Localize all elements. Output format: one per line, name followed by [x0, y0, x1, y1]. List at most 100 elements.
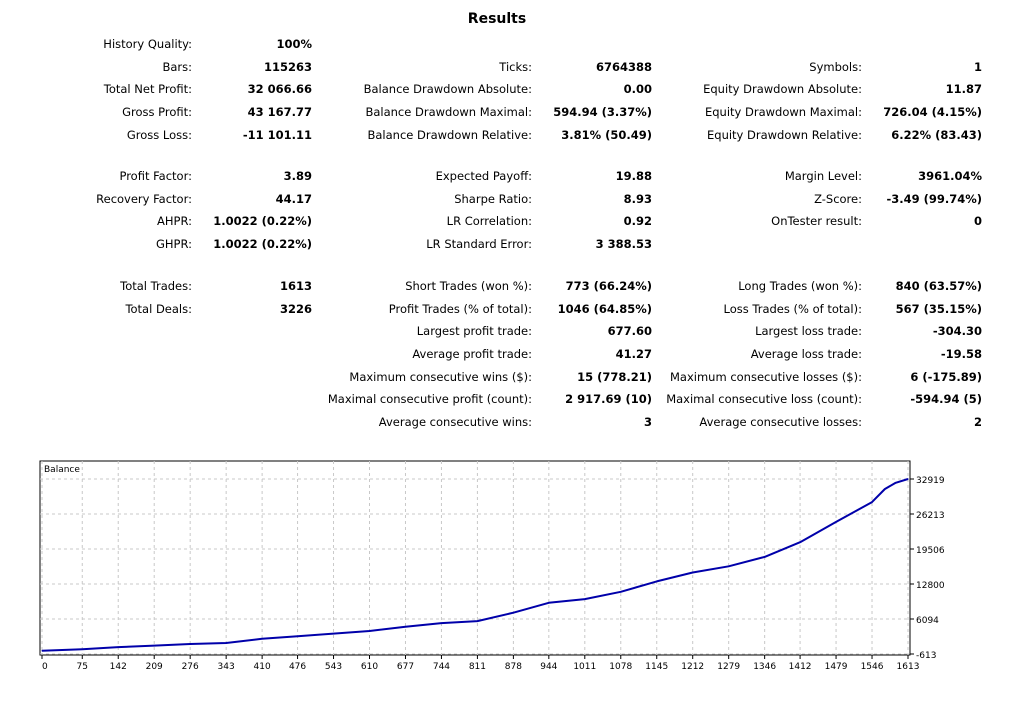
stat-label: Ticks: — [499, 60, 532, 74]
stat-value: 15 (778.21) — [577, 370, 652, 384]
stat-label: Average consecutive losses: — [699, 415, 862, 429]
stat-label: Average consecutive wins: — [378, 415, 532, 429]
stat-value: 6.22% (83.43) — [891, 128, 982, 142]
stat-label: Equity Drawdown Absolute: — [703, 82, 862, 96]
stat-value: 1046 (64.85%) — [557, 302, 652, 316]
stat-value: 19.88 — [615, 169, 652, 183]
balance-point — [440, 622, 443, 624]
x-tick-label: 0 — [42, 662, 48, 672]
x-tick-label: 1279 — [717, 662, 740, 672]
balance-point — [225, 642, 227, 644]
x-tick-label: 944 — [540, 662, 557, 672]
stat-value: 594.94 (3.37%) — [553, 105, 652, 119]
stat-label: Average loss trade: — [750, 347, 862, 361]
stat-label: Balance Drawdown Relative: — [367, 128, 533, 142]
stat-label: Z-Score: — [814, 192, 862, 206]
x-tick-label: 610 — [361, 662, 378, 672]
stat-label: Largest loss trade: — [755, 324, 862, 338]
stat-label: Expected Payoff: — [435, 169, 532, 183]
stat-label: Maximal consecutive loss (count): — [666, 392, 862, 406]
balance-point — [404, 626, 407, 628]
stat-label: Maximal consecutive profit (count): — [327, 392, 532, 406]
results-title: Results — [467, 11, 527, 27]
y-tick-label: 6094 — [916, 616, 939, 626]
stat-label: Average profit trade: — [412, 347, 532, 361]
x-tick-label: 1613 — [897, 662, 920, 672]
chart-title: Balance — [44, 465, 80, 475]
stat-value: -594.94 (5) — [910, 392, 982, 406]
x-tick-label: 1546 — [861, 662, 884, 672]
stat-label: Balance Drawdown Absolute: — [363, 82, 532, 96]
stat-value: -3.49 (99.74%) — [886, 192, 982, 206]
stat-label: Maximum consecutive wins ($): — [349, 370, 532, 384]
stat-label: Equity Drawdown Maximal: — [704, 105, 862, 119]
stat-value: 1 — [973, 60, 982, 74]
x-tick-label: 476 — [289, 662, 306, 672]
stat-value: 100% — [276, 37, 312, 51]
stat-label: History Quality: — [103, 37, 192, 51]
stat-label: Sharpe Ratio: — [454, 192, 532, 206]
stat-value: 2 — [973, 415, 982, 429]
stat-value: 726.04 (4.15%) — [883, 105, 982, 119]
stat-value: 43 167.77 — [247, 105, 312, 119]
balance-point — [189, 643, 191, 645]
stat-value: 41.27 — [615, 347, 652, 361]
balance-point — [884, 488, 886, 490]
balance-point — [81, 648, 83, 650]
stat-value: -11 101.11 — [242, 128, 312, 142]
stat-value: 3961.04% — [918, 169, 982, 183]
balance-point — [895, 482, 897, 484]
stat-label: Recovery Factor: — [96, 192, 192, 206]
stat-label: LR Correlation: — [446, 214, 532, 228]
stat-value: -19.58 — [940, 347, 982, 361]
stat-value: 773 (66.24%) — [565, 279, 652, 293]
balance-point — [476, 620, 479, 622]
x-tick-label: 1078 — [609, 662, 632, 672]
stat-label: OnTester result: — [771, 214, 862, 228]
y-tick-label: 32919 — [916, 476, 945, 486]
stat-value: 3.81% (50.49) — [561, 128, 652, 142]
balance-point — [117, 646, 119, 648]
x-tick-label: 1479 — [825, 662, 848, 672]
stat-value: 567 (35.15%) — [895, 302, 982, 316]
balance-point — [799, 541, 801, 543]
balance-point — [728, 565, 730, 567]
stat-label: Margin Level: — [784, 169, 862, 183]
stat-label: Total Net Profit: — [103, 82, 192, 96]
x-tick-label: 744 — [433, 662, 450, 672]
plot-frame — [39, 460, 911, 656]
balance-point — [871, 501, 873, 503]
balance-point — [620, 591, 622, 593]
x-tick-label: 410 — [254, 662, 271, 672]
stat-label: LR Standard Error: — [426, 237, 532, 251]
balance-point — [692, 571, 694, 574]
balance-point — [835, 521, 837, 523]
balance-point — [512, 612, 514, 614]
x-tick-label: 1346 — [753, 662, 776, 672]
stat-label: Total Deals: — [125, 302, 192, 316]
x-tick-label: 677 — [397, 662, 414, 672]
x-tick-label: 878 — [505, 662, 522, 672]
x-tick-label: 343 — [218, 662, 235, 672]
balance-point — [296, 635, 299, 637]
stat-value: 8.93 — [623, 192, 652, 206]
balance-point — [656, 580, 658, 582]
stat-value: 840 (63.57%) — [895, 279, 982, 293]
balance-point — [368, 630, 371, 632]
stat-label: Bars: — [162, 60, 192, 74]
x-tick-label: 209 — [146, 662, 163, 672]
stat-label: Long Trades (won %): — [738, 279, 862, 293]
x-tick-label: 1212 — [681, 662, 704, 672]
x-tick-label: 1011 — [573, 662, 596, 672]
stat-value: 3 388.53 — [595, 237, 652, 251]
x-tick-label: 1412 — [789, 662, 812, 672]
stat-label: AHPR: — [157, 214, 192, 228]
stat-label: Loss Trades (% of total): — [723, 302, 862, 316]
y-tick-label: 12800 — [916, 581, 945, 591]
stat-value: 2 917.69 (10) — [565, 392, 652, 406]
stat-value: 6 (-175.89) — [910, 370, 982, 384]
stat-label: Equity Drawdown Relative: — [707, 128, 862, 142]
balance-point — [332, 632, 335, 635]
x-tick-label: 75 — [77, 662, 88, 672]
stat-value: 3 — [643, 415, 652, 429]
